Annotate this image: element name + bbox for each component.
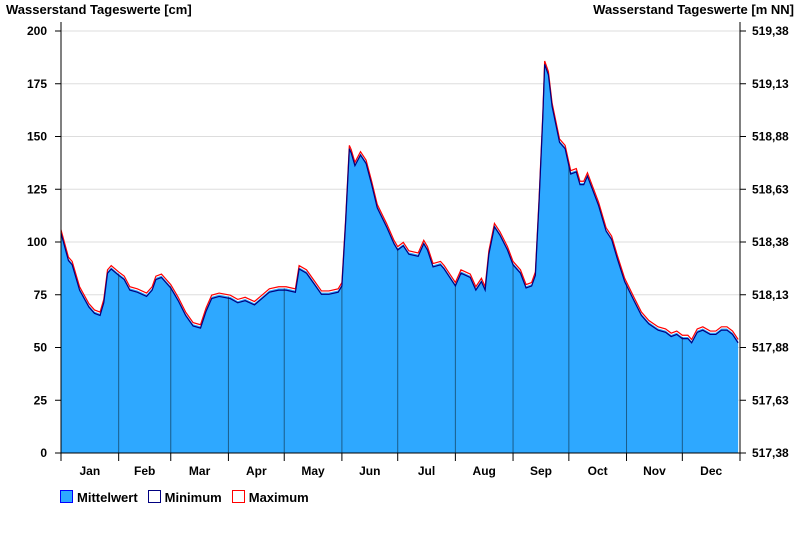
y-tick-label: 0 (40, 446, 47, 460)
mean-area (61, 62, 739, 454)
y-tick-label: 200 (27, 24, 47, 38)
x-tick-label: Oct (588, 464, 608, 478)
legend-swatch-max (231, 490, 245, 503)
legend-label: Mittelwert (77, 490, 138, 505)
legend-swatch-mean (60, 490, 73, 503)
y-tick-label-right: 519,38 (752, 24, 789, 38)
x-tick-label: Mar (189, 464, 211, 478)
y-tick-label: 125 (27, 182, 47, 196)
legend-item-mean: Mittelwert (60, 490, 138, 505)
y-tick-label-right: 518,88 (752, 130, 789, 144)
x-tick-label: Dec (700, 464, 722, 478)
water-level-chart: 0 517,38 25 517,63 50 517,88 75 518,13 100 518,38… (27, 22, 789, 478)
y-tick-label-right: 518,13 (752, 288, 789, 302)
right-axis-title: Wasserstand Tageswerte [m NN] (593, 2, 794, 17)
y-tick-label-right: 517,88 (752, 341, 789, 355)
y-tick-label-right: 517,38 (752, 446, 789, 460)
min-line (60, 64, 739, 344)
y-tick-label: 175 (27, 77, 47, 91)
legend-label: Minimum (164, 490, 222, 505)
y-tick-label-right: 519,13 (752, 77, 789, 91)
y-tick-label-right: 517,63 (752, 393, 789, 407)
y-tick-label: 50 (34, 341, 48, 355)
y-tick-label: 100 (27, 235, 47, 249)
x-tick-label: May (301, 464, 325, 478)
x-tick-label: Aug (473, 464, 496, 478)
x-tick-label: Jun (359, 464, 380, 478)
y-tick-label-right: 518,38 (752, 235, 789, 249)
max-line (60, 60, 739, 341)
x-tick-label: Feb (134, 464, 155, 478)
legend-item-min: Minimum (147, 490, 222, 505)
y-tick-label: 150 (27, 130, 47, 144)
legend-item-max: Maximum (231, 490, 309, 505)
x-tick-label: Apr (246, 464, 267, 478)
y-tick-label-right: 518,63 (752, 182, 789, 196)
x-tick-label: Jul (418, 464, 435, 478)
legend-label: Maximum (248, 490, 309, 505)
legend: Mittelwert Minimum Maximum (60, 490, 309, 505)
x-tick-label: Jan (79, 464, 100, 478)
y-tick-label: 25 (34, 393, 48, 407)
x-tick-label: Sep (530, 464, 552, 478)
left-axis-title: Wasserstand Tageswerte [cm] (6, 2, 192, 17)
legend-swatch-min (147, 490, 161, 503)
y-tick-label: 75 (34, 288, 48, 302)
x-tick-label: Nov (643, 464, 666, 478)
